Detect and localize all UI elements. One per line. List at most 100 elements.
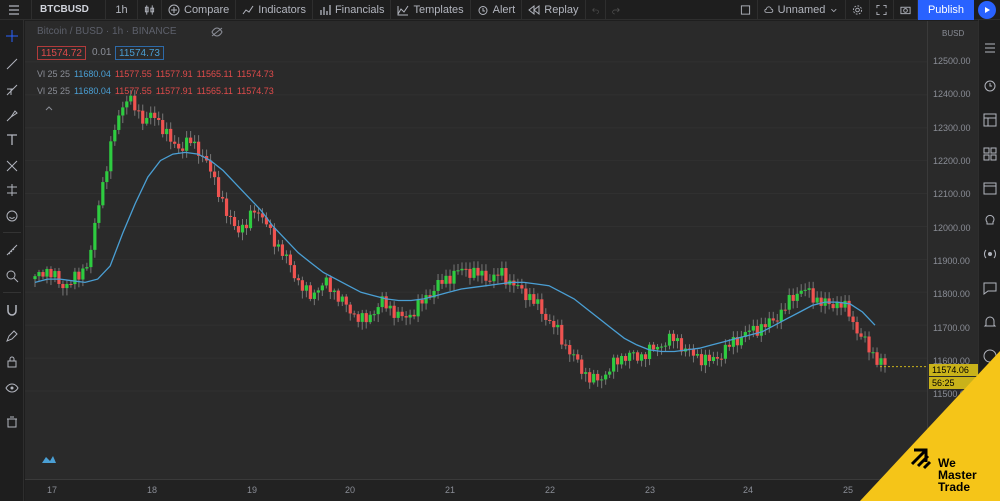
layout-name: Unnamed [777,3,826,16]
expand-button[interactable] [870,0,894,20]
remove-drawings-tool[interactable] [4,414,20,430]
streams-button[interactable] [982,246,998,262]
settings-button[interactable] [846,0,870,20]
redo-button[interactable] [606,0,626,20]
hide-drawings-tool[interactable] [4,380,20,396]
pattern-tool[interactable] [4,158,20,174]
sell-price[interactable]: 11574.72 [37,46,86,60]
crosshair-tool[interactable] [4,28,20,44]
price-chart[interactable] [25,21,927,479]
candle-down [216,177,221,197]
data-window-button[interactable] [982,112,998,128]
compare-button[interactable]: Compare [162,0,237,20]
candle-up [436,280,440,291]
brush-tool[interactable] [4,108,20,124]
candle-up [432,290,436,298]
candle-up [695,354,700,356]
data-window-icon [983,113,997,127]
alert-button[interactable]: Alert [471,0,523,20]
indicator-value: 11680.04 [74,69,111,79]
menu-button[interactable] [0,0,32,20]
indicator-legend-1[interactable]: Vl 25 25 11680.04 11577.55 11577.91 1156… [37,69,274,79]
alert-label: Alert [492,3,516,16]
expand-icon [876,4,887,15]
candle-down [272,227,277,247]
trendline-tool[interactable] [4,56,20,72]
candle-down [236,226,241,233]
templates-button[interactable]: Templates [391,0,471,20]
collapse-legend-icon[interactable] [45,105,53,111]
candle-down [763,324,767,328]
notifications-button[interactable] [982,314,998,330]
stay-drawing-tool[interactable] [4,328,20,344]
ideas-button[interactable] [982,212,998,228]
chart-type-button[interactable] [138,0,162,20]
candle-up [799,290,803,294]
candle-up [667,333,672,346]
financials-button[interactable]: Financials [313,0,392,20]
spread-value: 0.01 [92,47,112,58]
tradingview-logo-icon[interactable] [41,453,57,465]
chevron-down-icon [831,8,837,12]
financials-icon [320,4,331,15]
eye-off-icon[interactable] [211,27,223,37]
compare-label: Compare [184,3,230,16]
candle-down [651,344,656,350]
icons-tool[interactable] [4,208,20,224]
prediction-tool[interactable] [4,182,20,198]
candle-down [635,352,640,361]
candle-up [779,309,783,322]
fullscreen-toggle[interactable] [734,0,758,20]
snapshot-button[interactable] [894,0,918,20]
measure-tool[interactable] [4,242,20,258]
candle-up [332,290,336,292]
candle-up [109,141,113,172]
candle-up [743,331,747,337]
candle-up [145,117,149,124]
hotlist-button[interactable] [982,146,998,162]
zoom-tool[interactable] [4,268,20,284]
candle-up [592,373,596,383]
candle-up [444,275,448,284]
undo-button[interactable] [586,0,606,20]
magnet-tool[interactable] [4,302,20,318]
candle-down [181,148,185,151]
we-master-trade-badge: We Master Trade [860,351,1000,501]
candle-up [193,141,197,144]
candle-up [871,352,875,354]
text-icon [7,134,17,145]
eye-icon [5,383,19,393]
candle-up [149,112,153,118]
publish-button[interactable]: Publish [918,0,974,20]
candle-down [169,128,173,142]
templates-label: Templates [413,3,464,16]
lock-tool[interactable] [4,354,20,370]
candle-down [512,280,516,286]
candle-up [739,336,743,346]
replay-label: Replay [544,3,579,16]
candle-up [380,296,384,308]
price-tick: 12200.00 [933,156,971,166]
indicators-button[interactable]: Indicators [236,0,313,20]
indicator-legend-2[interactable]: Vl 25 25 11680.04 11577.55 11577.91 1156… [37,86,274,96]
text-tool[interactable] [4,132,20,148]
play-button[interactable] [978,1,996,19]
buy-price[interactable]: 11574.73 [115,46,164,60]
interval-button[interactable]: 1h [106,0,138,20]
watchlist-button[interactable] [982,40,998,56]
candle-up [584,372,588,374]
fib-tool[interactable] [4,82,20,98]
candle-down [384,296,388,309]
symbol-search[interactable]: BTCBUSD [32,0,106,20]
calendar-button[interactable] [982,180,998,196]
chats-button[interactable] [982,280,998,296]
replay-button[interactable]: Replay [522,0,586,20]
play-icon [985,7,990,13]
candle-down [153,112,157,118]
chart-pane[interactable]: Bitcoin / BUSD · 1h · BINANCE 11574.72 0… [25,21,927,479]
time-axis[interactable]: 17 18 19 20 21 22 23 24 25 [25,479,978,501]
candle-up [731,337,735,347]
layout-name-button[interactable]: Unnamed [758,0,846,20]
alerts-button[interactable] [982,78,998,94]
price-tick: 12300.00 [933,123,971,133]
